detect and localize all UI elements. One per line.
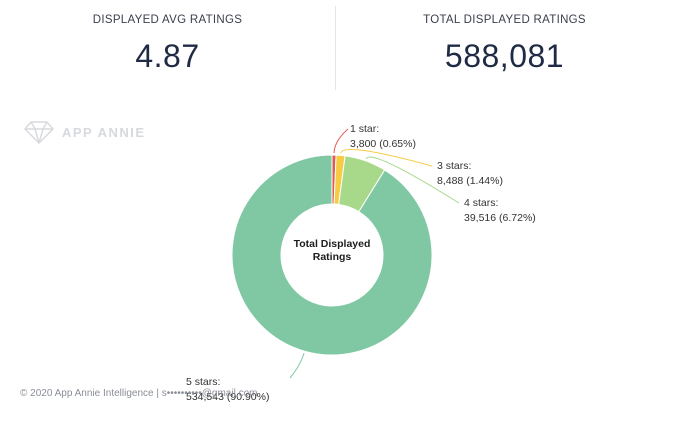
- avg-ratings-stat: DISPLAYED AVG RATINGS 4.87: [0, 0, 335, 75]
- avg-ratings-value: 4.87: [135, 38, 200, 74]
- app-annie-watermark: APP ANNIE: [24, 120, 146, 144]
- slice-label-4-stars-value: 39,516 (6.72%): [464, 212, 536, 224]
- total-ratings-label: TOTAL DISPLAYED RATINGS: [423, 14, 586, 26]
- slice-label-1-star-value: 3,800 (0.65%): [350, 138, 416, 150]
- slice-label-3-stars-name: 3 stars:: [437, 160, 472, 172]
- leader-line-s3: [340, 149, 433, 167]
- slice-label-1-star-name: 1 star:: [350, 123, 380, 135]
- avg-ratings-label: DISPLAYED AVG RATINGS: [92, 14, 243, 26]
- slice-label-3-stars-value: 8,488 (1.44%): [437, 175, 503, 187]
- donut-center-title: Total Displayed Ratings: [272, 238, 392, 264]
- slice-label-4-stars-name: 4 stars:: [464, 197, 499, 209]
- leader-line-s4: [365, 156, 460, 204]
- leader-line-s1: [333, 128, 349, 154]
- donut-center-title-line2: Ratings: [312, 251, 352, 263]
- total-ratings-stat: TOTAL DISPLAYED RATINGS 588,081: [336, 0, 673, 75]
- leader-line-s5: [289, 352, 305, 379]
- total-ratings-value: 588,081: [444, 38, 565, 74]
- slice-label-4-stars: 4 stars: 39,516 (6.72%): [464, 196, 536, 226]
- slice-label-5-stars-value: 534,543 (90.90%): [186, 391, 270, 403]
- slice-label-1-star: 1 star: 3,800 (0.65%): [350, 122, 416, 152]
- donut-slice-s5[interactable]: [231, 154, 433, 356]
- slice-label-5-stars: 5 stars: 534,543 (90.90%): [186, 375, 269, 405]
- copyright-footer: © 2020 App Annie Intelligence | s•••••••…: [20, 388, 258, 399]
- slice-label-3-stars: 3 stars: 8,488 (1.44%): [437, 159, 503, 189]
- slice-label-5-stars-name: 5 stars:: [186, 376, 221, 388]
- diamond-logo-icon: [24, 121, 54, 144]
- watermark-text: APP ANNIE: [62, 124, 146, 140]
- stats-divider: [335, 6, 336, 90]
- donut-center-title-line1: Total Displayed: [293, 238, 371, 250]
